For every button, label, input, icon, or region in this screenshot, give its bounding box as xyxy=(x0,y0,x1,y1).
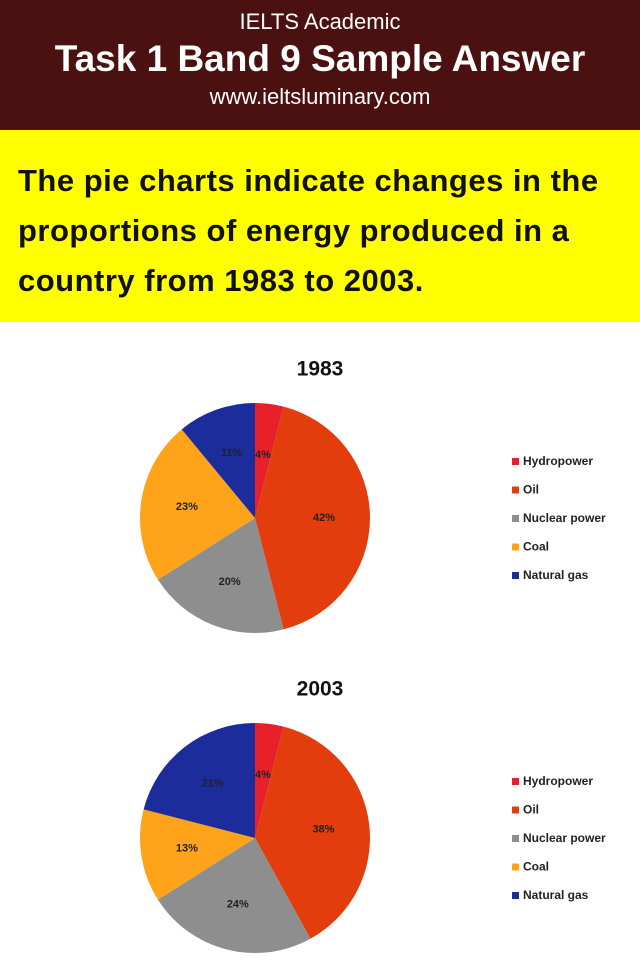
data-label: 4% xyxy=(255,449,271,461)
charts: 1983 4% 42% 20% 23% 11% Hydropower Oil Nuclear p… xyxy=(139,358,606,953)
legend-swatch xyxy=(512,835,519,842)
legend-swatch xyxy=(512,515,519,522)
data-label: 4% xyxy=(255,769,271,781)
legend-label: Natural gas xyxy=(523,568,589,582)
legend-label: Hydropower xyxy=(523,454,593,468)
header-subtitle: IELTS Academic xyxy=(239,9,401,34)
legend-swatch xyxy=(512,863,519,871)
header-url: www.ieltsluminary.com xyxy=(209,84,431,109)
header: IELTS Academic Task 1 Band 9 Sample Answ… xyxy=(0,0,640,130)
legend-label: Hydropower xyxy=(523,774,593,788)
data-label: 23% xyxy=(176,501,198,513)
legend-swatch xyxy=(512,806,519,814)
question: The pie charts indicate changes in the p… xyxy=(0,130,640,322)
legend-label: Coal xyxy=(523,860,549,874)
pie-slice xyxy=(255,726,371,939)
legend-swatch xyxy=(512,486,519,494)
data-label: 24% xyxy=(227,899,249,911)
pie-slice xyxy=(255,406,370,630)
pie-slice xyxy=(139,809,255,900)
legend-swatch xyxy=(512,778,519,785)
legend-label: Oil xyxy=(523,803,539,817)
legend-label: Nuclear power xyxy=(523,831,606,845)
chart-title: 1983 xyxy=(297,358,344,381)
pie-slice xyxy=(255,403,284,518)
data-label: 11% xyxy=(221,447,243,459)
pie-slice xyxy=(157,518,284,633)
data-label: 42% xyxy=(313,512,335,524)
legend-swatch xyxy=(512,543,519,551)
pie-slice xyxy=(143,723,255,838)
legend-swatch xyxy=(512,458,519,465)
data-label: 20% xyxy=(219,576,241,588)
legend-label: Oil xyxy=(523,483,539,497)
data-label: 21% xyxy=(202,777,224,789)
data-label: 38% xyxy=(312,823,334,835)
pie-slice xyxy=(157,838,311,953)
pie-slice xyxy=(181,403,255,518)
chart-title: 2003 xyxy=(297,678,344,701)
legend-swatch xyxy=(512,572,519,579)
legend-label: Nuclear power xyxy=(523,511,606,525)
legend-label: Coal xyxy=(523,540,549,554)
header-title: Task 1 Band 9 Sample Answer xyxy=(54,38,586,79)
legend-swatch xyxy=(512,892,519,899)
data-label: 13% xyxy=(176,843,198,855)
pie-slice xyxy=(255,723,284,838)
pie-slice xyxy=(140,429,255,580)
legend-label: Natural gas xyxy=(523,888,589,902)
